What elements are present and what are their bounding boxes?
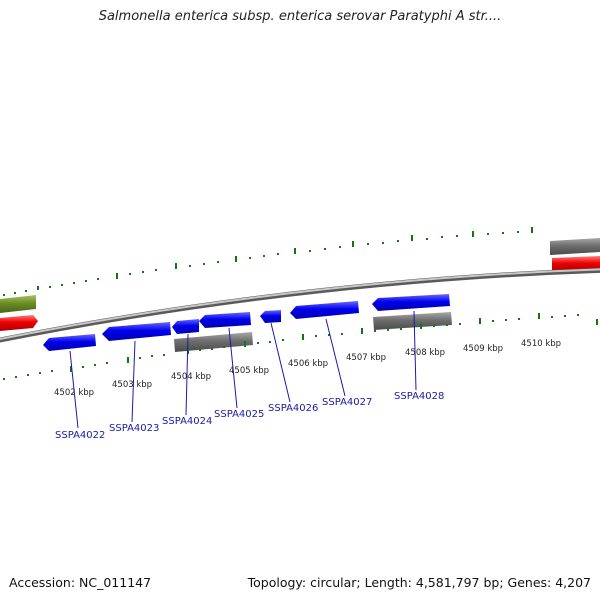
- gene-label: SSPA4023: [109, 423, 159, 434]
- gene-labels[interactable]: SSPA4022 SSPA4023 SSPA4024 SSPA4025 SSPA…: [55, 391, 444, 441]
- cds-feature: [260, 310, 281, 323]
- kbp-label: 4510 kbp: [521, 339, 561, 349]
- gene-label: SSPA4028: [394, 391, 444, 402]
- kbp-label: 4504 kbp: [171, 372, 211, 382]
- top-right-features[interactable]: [550, 238, 600, 272]
- cds-feature: [172, 319, 199, 334]
- kbp-label: 4505 kbp: [229, 366, 269, 376]
- cds-feature: [102, 322, 171, 341]
- kbp-label: 4503 kbp: [112, 380, 152, 390]
- outer-tick-track: [3, 227, 533, 296]
- gene-label: SSPA4027: [322, 397, 372, 408]
- cds-feature: [199, 312, 251, 328]
- gray-features[interactable]: [174, 312, 452, 352]
- kbp-label: 4509 kbp: [463, 344, 503, 354]
- cds-feature: [290, 301, 359, 319]
- gray-feature: [174, 332, 253, 352]
- map-title: Salmonella enterica subsp. enterica sero…: [98, 9, 502, 24]
- kbp-label: 4506 kbp: [288, 359, 328, 369]
- topology-summary: Topology: circular; Length: 4,581,797 bp…: [247, 575, 591, 590]
- gene-label: SSPA4026: [268, 403, 318, 414]
- kbp-label: 4507 kbp: [346, 353, 386, 363]
- gene-label: SSPA4022: [55, 430, 105, 441]
- gene-label: SSPA4025: [214, 409, 264, 420]
- cds-feature: [43, 334, 96, 351]
- cds-features[interactable]: [43, 294, 450, 351]
- left-edge-features[interactable]: [0, 295, 38, 331]
- accession-text: Accession: NC_011147: [9, 575, 152, 590]
- kbp-labels: 4502 kbp 4503 kbp 4504 kbp 4505 kbp 4506…: [54, 339, 561, 398]
- cds-feature: [372, 294, 450, 311]
- gene-leader-lines: [69, 310, 417, 429]
- gray-feature: [373, 312, 452, 330]
- kbp-label: 4508 kbp: [405, 348, 445, 358]
- gene-label: SSPA4024: [162, 416, 212, 427]
